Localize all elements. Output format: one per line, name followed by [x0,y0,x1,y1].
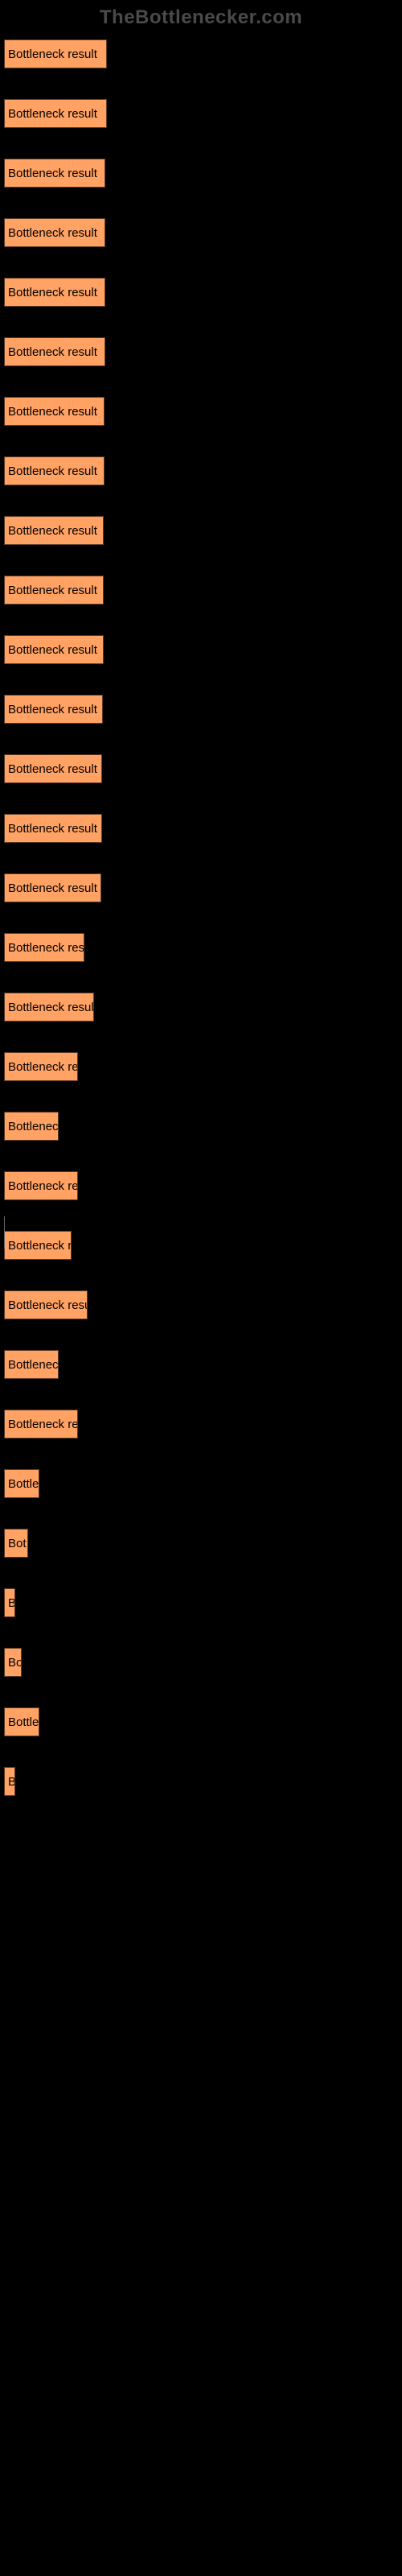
bar-row: Bottleneck r [4,1231,402,1260]
chart-bar[interactable]: Bottleneck result [4,993,94,1022]
chart-bar[interactable]: Bottleneck result [4,397,105,426]
bar-row: Bottleneck result [4,218,402,247]
chart-bar[interactable]: Bottleneck re [4,1410,78,1439]
bar-label: Bottleneck re [8,1179,78,1193]
chart-bar[interactable]: Bottleneck result [4,754,102,783]
chart-bar[interactable]: Bottleneck result [4,576,104,605]
bar-label: Bottlenec [8,1120,59,1133]
bar-row: Bottleneck re [4,1171,402,1200]
bar-label: Bottleneck r [8,1239,72,1253]
bar-label: B [8,1596,15,1610]
chart-bar[interactable]: B [4,1588,15,1617]
bar-row: Bottleneck re [4,1410,402,1439]
bar-label: Bottleneck res [8,941,84,955]
bar-label: Bottleneck result [8,226,97,240]
bar-label: Bottleneck result [8,167,97,180]
axis-tick-marker [4,1216,5,1249]
bar-row: Bottleneck result [4,159,402,188]
bar-label: Bottleneck result [8,1001,94,1014]
chart-bar[interactable]: Bottle [4,1469,39,1498]
bar-row: Bottleneck result [4,576,402,605]
chart-bar[interactable]: Bottleneck resu [4,1290,88,1319]
bar-label: Bottleneck result [8,405,97,419]
bar-row: Bottlenec [4,1112,402,1141]
bar-row: B [4,1588,402,1617]
bar-label: Bottleneck result [8,703,97,716]
chart-bar[interactable]: Bottleneck re [4,1171,78,1200]
bar-label: Bottleneck result [8,47,97,61]
chart-bar[interactable]: Bottleneck result [4,635,104,664]
bar-label: Bot [8,1537,27,1550]
bar-label: Bottleneck result [8,822,97,836]
bar-row: Bottleneck result [4,873,402,902]
bar-row: Bottleneck result [4,754,402,783]
watermark-text: TheBottlenecker.com [0,0,402,35]
bar-row: Bottleneck result [4,337,402,366]
bar-label: Bottlenec [8,1358,59,1372]
chart-bar[interactable]: Bottleneck r [4,1231,72,1260]
bar-row: Bottle [4,1707,402,1736]
bar-label: Bottle [8,1477,39,1491]
bar-row: Bottleneck result [4,695,402,724]
bar-row: Bottleneck res [4,933,402,962]
bar-label: Bottleneck result [8,881,97,895]
bar-row: Bottle [4,1469,402,1498]
chart-bar[interactable]: Bottleneck result [4,218,105,247]
bar-row: Bot [4,1529,402,1558]
chart-bar[interactable]: Bottleneck res [4,933,84,962]
chart-bar[interactable]: Bottleneck result [4,337,105,366]
bar-row: Bottlenec [4,1350,402,1379]
bar-label: Bottleneck result [8,286,97,299]
chart-bar[interactable]: Bottlenec [4,1350,59,1379]
bar-chart: Bottleneck result Bottleneck result Bottle… [0,35,402,1796]
chart-bar[interactable]: Bottleneck result [4,39,107,68]
bar-label: Bottleneck result [8,524,97,538]
bar-row: Bottleneck result [4,456,402,485]
bar-label: Bottleneck re [8,1060,78,1074]
bar-label: Bottleneck result [8,762,97,776]
chart-bar[interactable]: Bottleneck result [4,278,105,307]
bar-row: Bottleneck result [4,39,402,68]
chart-bar[interactable]: Bottleneck result [4,695,103,724]
bar-row: Bottleneck result [4,635,402,664]
bar-row: Bottleneck result [4,516,402,545]
chart-bar[interactable]: Bot [4,1529,28,1558]
chart-bar[interactable]: Bottlenec [4,1112,59,1141]
chart-bar[interactable]: Bottleneck result [4,516,104,545]
chart-bar[interactable]: Bottleneck result [4,99,107,128]
bar-row: Bottleneck result [4,993,402,1022]
bar-row: Bottleneck result [4,397,402,426]
chart-bar[interactable]: Bottleneck result [4,456,105,485]
chart-bar[interactable]: Bottle [4,1707,39,1736]
chart-bar[interactable]: B [4,1767,15,1796]
bar-label: Bottle [8,1715,39,1729]
bar-label: Bottleneck result [8,584,97,597]
chart-bar[interactable]: Bottleneck re [4,1052,78,1081]
bar-label: Bottleneck result [8,345,97,359]
chart-bar[interactable]: Bottleneck result [4,814,102,843]
bar-label: Bottleneck result [8,464,97,478]
chart-bar[interactable]: Bottleneck result [4,159,105,188]
chart-bar[interactable]: Bo [4,1648,22,1677]
bar-row: Bo [4,1648,402,1677]
bar-row: Bottleneck resu [4,1290,402,1319]
bar-row: Bottleneck re [4,1052,402,1081]
chart-bar[interactable]: Bottleneck result [4,873,101,902]
bar-row: Bottleneck result [4,278,402,307]
bar-label: Bottleneck resu [8,1298,88,1312]
bar-label: Bottleneck re [8,1418,78,1431]
bar-row: Bottleneck result [4,814,402,843]
bar-label: Bo [8,1656,22,1670]
bar-label: B [8,1775,15,1789]
bar-label: Bottleneck result [8,107,97,121]
bar-label: Bottleneck result [8,643,97,657]
bar-row: B [4,1767,402,1796]
bar-row: Bottleneck result [4,99,402,128]
